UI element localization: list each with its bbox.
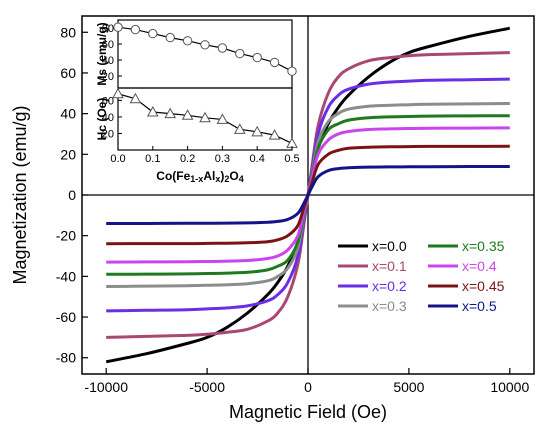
inset-hc-axis-label: Hc (Oe) xyxy=(95,98,109,141)
inset-ms-point xyxy=(269,57,280,68)
inset-plot: 20 40 60 80 20 40 60 0.0 0.1 0.2 0.3 0.4 0.5 Ms (e… xyxy=(95,19,300,184)
main-x-tick-label: 10000 xyxy=(490,379,529,395)
inset-x-tick-label: 0.5 xyxy=(284,153,299,165)
inset-hc-point xyxy=(268,129,281,140)
main-x-axis-label: Magnetic Field (Oe) xyxy=(229,402,387,422)
inset-x-tick-label: 0.1 xyxy=(145,153,160,165)
inset-ms-point xyxy=(287,66,297,76)
inset-ms-point xyxy=(113,22,123,32)
main-y-tick-label: 0 xyxy=(68,187,76,203)
legend-label: x=0.1 xyxy=(372,258,407,274)
inset-ms-point xyxy=(200,40,210,50)
main-y-tick-label: 20 xyxy=(60,146,76,162)
main-y-tick-label: 80 xyxy=(60,24,76,40)
main-x-tick-label: 0 xyxy=(304,379,312,395)
inset-hc-frame xyxy=(117,87,293,151)
inset-hc-point xyxy=(129,92,142,104)
main-y-tick-label: -60 xyxy=(56,309,76,325)
legend: x=0.0 x=0.1 x=0.2 x=0.3 x=0.35 x=0.4 x=0.45 x=0… xyxy=(338,238,505,314)
series-line-x-0-5 xyxy=(106,165,510,225)
inset-ms-point xyxy=(130,24,141,35)
main-x-tick-label: -10000 xyxy=(84,379,128,395)
legend-label: x=0.45 xyxy=(462,278,505,294)
inset-hc-tick-label: 40 xyxy=(102,112,114,124)
inset-x-tick-label: 0.2 xyxy=(180,153,195,165)
main-x-tick-label: -5000 xyxy=(189,379,225,395)
main-y-axis-label: Magnetization (emu/g) xyxy=(10,105,30,284)
main-y-tick-label: 40 xyxy=(60,106,76,122)
inset-hc-tick-label: 20 xyxy=(102,128,114,140)
inset-x-tick-label: 0.0 xyxy=(110,153,125,165)
inset-ms-point xyxy=(217,43,228,53)
legend-label: x=0.2 xyxy=(372,278,407,294)
inset-hc-point xyxy=(146,105,159,117)
inset-hc-point xyxy=(199,111,211,123)
legend-label: x=0.0 xyxy=(372,238,407,254)
legend-label: x=0.5 xyxy=(462,298,497,314)
inset-hc-point xyxy=(233,123,246,134)
main-y-tick-label: 60 xyxy=(60,65,76,81)
inset-ms-tick-label: 80 xyxy=(102,23,114,35)
inset-ms-point xyxy=(148,28,158,39)
inset-ms-tick-label: 60 xyxy=(102,39,114,51)
inset-ms-point xyxy=(252,52,262,63)
inset-ms-tick-label: 20 xyxy=(102,71,114,83)
inset-hc-point xyxy=(181,109,194,120)
inset-ms-point xyxy=(182,36,193,46)
inset-x-axis-label: Co(Fe1-xAlx)2O4 xyxy=(156,169,243,184)
inset-hc-tick-label: 60 xyxy=(102,95,114,107)
main-plot: -10000 -5000 0 5000 10000 -80 -60 -40 -20 0 20 40 6… xyxy=(56,15,535,395)
main-y-tick-label: -20 xyxy=(56,228,76,244)
legend-label: x=0.4 xyxy=(462,258,497,274)
legend-label: x=0.35 xyxy=(462,238,505,254)
inset-hc-point xyxy=(216,113,229,124)
inset-x-tick-label: 0.4 xyxy=(250,153,265,165)
main-y-tick-label: -40 xyxy=(56,268,76,284)
legend-label: x=0.3 xyxy=(372,298,407,314)
inset-x-tick-label: 0.3 xyxy=(215,153,230,165)
inset-ms-axis-label: Ms (emu/g) xyxy=(95,22,109,85)
inset-hc-point xyxy=(112,87,124,99)
inset-ms-point xyxy=(235,48,245,59)
inset-ms-point xyxy=(165,32,175,43)
inset-ms-tick-label: 40 xyxy=(102,55,114,67)
main-y-tick-label: -80 xyxy=(56,350,76,366)
main-x-tick-label: 5000 xyxy=(393,379,424,395)
inset-hc-point xyxy=(164,107,177,119)
inset-hc-point xyxy=(251,125,264,137)
